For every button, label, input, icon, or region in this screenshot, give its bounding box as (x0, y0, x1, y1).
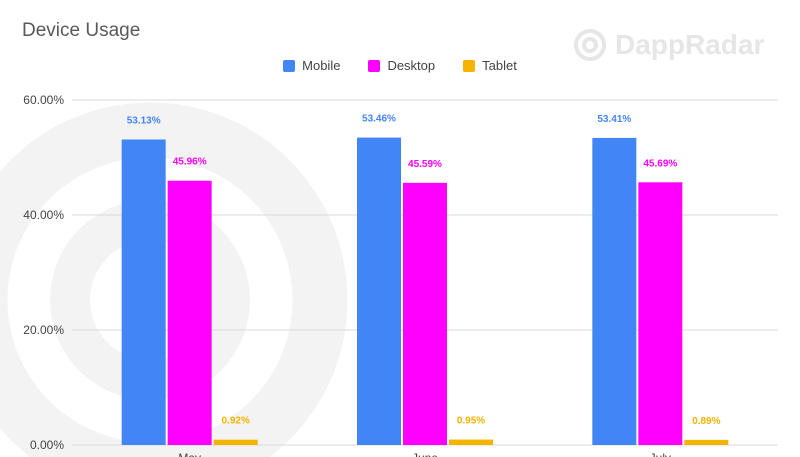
bar-tablet (684, 439, 729, 445)
x-tick-label: June (412, 451, 438, 457)
bar-desktop (403, 182, 447, 446)
legend: Mobile Desktop Tablet (0, 58, 800, 73)
data-label: 53.46% (362, 114, 396, 125)
legend-label-mobile: Mobile (302, 58, 341, 73)
y-tick-label: 20.00% (23, 323, 64, 337)
legend-item-mobile: Mobile (283, 58, 340, 73)
data-label: 45.59% (408, 159, 442, 170)
bar-tablet (213, 439, 258, 445)
data-label: 53.13% (127, 116, 161, 127)
data-label: 45.69% (643, 158, 677, 169)
legend-item-desktop: Desktop (368, 58, 435, 73)
y-tick-label: 40.00% (23, 208, 64, 222)
data-label: 0.89% (692, 416, 720, 427)
legend-swatch-tablet (463, 59, 476, 72)
bar-mobile (592, 137, 637, 445)
legend-swatch-mobile (283, 59, 296, 72)
legend-label-tablet: Tablet (482, 58, 517, 73)
dappradar-logo-icon (574, 29, 606, 61)
bar-desktop (167, 180, 212, 446)
x-tick-label: July (650, 451, 671, 457)
bar-mobile (121, 139, 166, 445)
bar-tablet (449, 439, 493, 445)
watermark: DappRadar (573, 28, 764, 62)
legend-swatch-desktop (368, 59, 381, 72)
bar-desktop (638, 182, 683, 445)
data-label: 0.95% (457, 416, 485, 427)
data-label: 53.41% (597, 114, 631, 125)
legend-label-desktop: Desktop (387, 58, 436, 73)
y-tick-label: 60.00% (23, 93, 64, 107)
data-label: 0.92% (221, 416, 249, 427)
watermark-text: DappRadar (615, 29, 765, 60)
chart-title: Device Usage (22, 20, 141, 41)
y-tick-label: 0.00% (30, 438, 64, 452)
legend-item-tablet: Tablet (463, 58, 517, 73)
data-label: 45.96% (173, 157, 207, 168)
bar-mobile (357, 137, 401, 446)
x-tick-label: May (178, 451, 201, 457)
